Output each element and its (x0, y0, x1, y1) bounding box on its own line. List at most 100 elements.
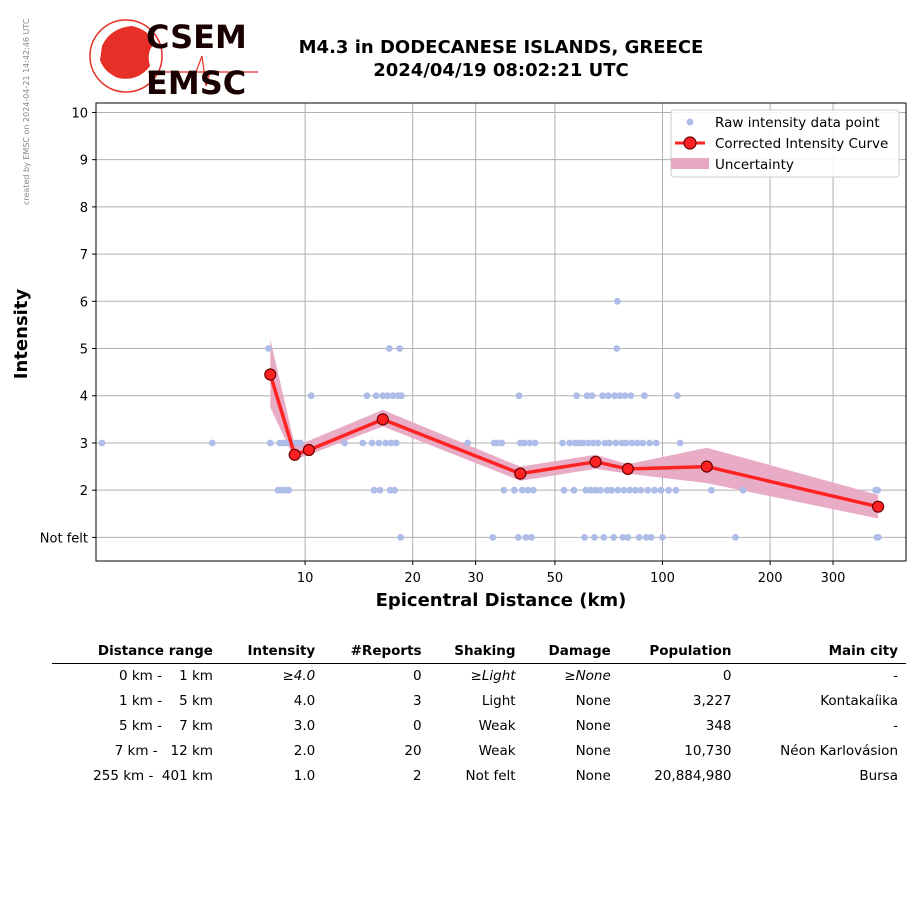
table-row: 1 km - 5 km 4.0 3 Light None 3,227 Konta… (52, 689, 906, 714)
raw-data-point (606, 439, 613, 447)
cell-population: 20,884,980 (654, 768, 732, 784)
raw-data-point (387, 439, 395, 447)
cell-intensity: ≥4.0 (282, 668, 316, 684)
raw-data-point (514, 534, 522, 541)
raw-data-point (384, 392, 391, 400)
raw-data-point (639, 439, 647, 447)
cell-shaking: ≥Light (470, 668, 516, 684)
raw-data-point (363, 392, 371, 400)
x-tick-label: 300 (821, 571, 846, 586)
raw-data-point (265, 345, 272, 352)
header-main-city: Main city (739, 640, 906, 664)
raw-data-point (581, 534, 588, 541)
raw-data-point (646, 439, 653, 447)
raw-data-point (559, 439, 566, 447)
raw-data-point (524, 486, 532, 494)
cell-population: 10,730 (684, 743, 732, 759)
cell-main-city: Néon Karlovásion (780, 743, 898, 759)
raw-data-point (632, 486, 639, 494)
raw-data-point (392, 439, 400, 447)
raw-data-point (489, 534, 497, 541)
raw-data-point (647, 534, 655, 541)
intensity-table: Distance range Intensity #Reports Shakin… (52, 640, 906, 789)
header-distance-range: Distance range (52, 640, 221, 664)
raw-data-point (708, 486, 715, 494)
y-tick-label: 8 (80, 201, 88, 216)
raw-data-point (398, 392, 405, 400)
plot-frame (95, 102, 907, 562)
header-reports: #Reports (323, 640, 430, 664)
y-axis-ticks: Not felt 2 3 4 5 6 7 8 9 10 (40, 106, 96, 546)
cell-distance: 5 km - 7 km (118, 718, 213, 734)
chart-title: M4.3 in DODECANESE ISLANDS, GREECE 2024/… (260, 36, 742, 82)
raw-data-point (641, 392, 648, 400)
cell-population: 348 (705, 718, 732, 734)
x-tick-label: 200 (758, 571, 783, 586)
uncertainty-area (270, 339, 879, 519)
raw-data-point (614, 486, 622, 494)
raw-data-point (600, 534, 608, 541)
raw-data-point (382, 439, 389, 447)
intensity-chart: 10 20 30 50 100 200 300 Not felt 2 3 4 5 6 7 8 9 10 Epi… (11, 102, 907, 611)
cell-intensity: 3.0 (293, 718, 316, 734)
raw-data-point (379, 392, 387, 400)
raw-data-point (376, 486, 384, 494)
cell-population: 3,227 (692, 693, 732, 709)
raw-data-point (874, 486, 882, 494)
raw-data-point (591, 534, 598, 541)
legend-curve-marker (683, 136, 697, 150)
header-shaking: Shaking (429, 640, 524, 664)
raw-data-point (372, 392, 380, 400)
raw-points (98, 297, 882, 541)
logo-map-shape (100, 26, 154, 79)
curve-marker (621, 462, 635, 475)
logo-text-emsc: EMSC (146, 64, 246, 100)
raw-data-point (673, 392, 681, 400)
raw-data-point (626, 486, 634, 494)
curve-marker (514, 467, 527, 480)
cell-damage: None (575, 768, 611, 784)
curve-marker (264, 368, 277, 381)
raw-data-point (511, 486, 518, 494)
legend-raw-marker (686, 118, 694, 126)
raw-data-point (589, 439, 597, 447)
raw-data-point (608, 486, 615, 494)
cell-main-city: - (893, 718, 898, 734)
raw-data-point (644, 486, 652, 494)
x-tick-label: 10 (297, 571, 314, 586)
legend-raw-label: Raw intensity data point (715, 115, 880, 131)
cell-damage: None (575, 693, 611, 709)
raw-data-point (385, 345, 393, 352)
raw-data-point (594, 439, 602, 447)
raw-data-point (627, 392, 635, 400)
cell-intensity: 1.0 (293, 768, 316, 784)
raw-data-point (614, 297, 621, 305)
curve-marker (376, 413, 389, 426)
cell-reports: 3 (412, 693, 422, 709)
raw-data-point (599, 392, 606, 400)
raw-data-point (633, 439, 641, 447)
cell-damage: None (575, 718, 611, 734)
x-tick-label: 100 (650, 571, 675, 586)
title-line-datetime: 2024/04/19 08:02:21 UTC (373, 60, 629, 81)
raw-data-point (566, 439, 574, 447)
y-tick-label: 4 (80, 390, 88, 405)
raw-data-point (307, 392, 315, 400)
raw-data-point (583, 392, 591, 400)
raw-data-point (98, 439, 106, 447)
legend-curve-label: Corrected Intensity Curve (715, 136, 888, 152)
logo-globe-ring (89, 19, 163, 93)
raw-data-point (604, 392, 612, 400)
y-tick-label: 2 (80, 484, 88, 499)
cell-reports: 2 (412, 768, 422, 784)
raw-data-point (621, 392, 629, 400)
raw-data-point (582, 486, 590, 494)
raw-data-point (297, 439, 304, 447)
legend-band-label: Uncertainty (715, 157, 794, 173)
curve-marker (700, 460, 713, 473)
y-tick-label: Not felt (40, 531, 88, 546)
raw-data-point (672, 486, 680, 494)
cell-shaking: Not felt (465, 768, 516, 784)
raw-data-point (619, 534, 627, 541)
raw-data-point (515, 392, 523, 400)
